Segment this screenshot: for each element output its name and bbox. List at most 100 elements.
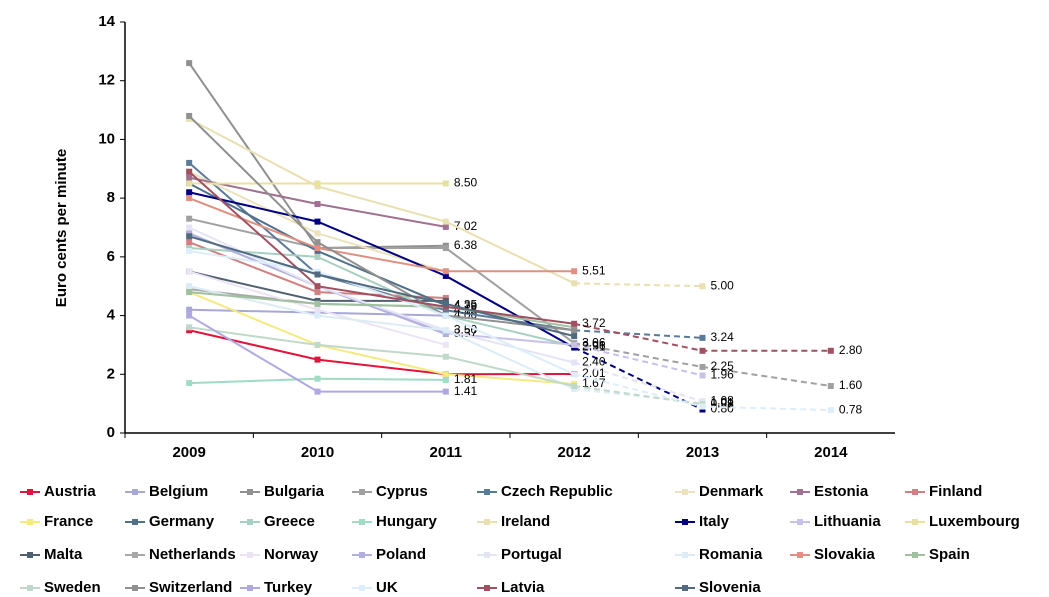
- data-point: [442, 388, 449, 395]
- legend-marker: [797, 489, 803, 495]
- legend-marker: [484, 489, 490, 495]
- y-tick-label: 6: [107, 248, 115, 265]
- data-point: [186, 168, 193, 175]
- data-label: 5.00: [711, 278, 735, 292]
- series-line: [188, 329, 575, 376]
- y-tick-label: 12: [98, 72, 115, 89]
- data-point: [571, 341, 578, 348]
- legend-marker: [27, 489, 33, 495]
- legend-label: Slovakia: [814, 546, 876, 563]
- data-label: 3.06: [582, 335, 606, 349]
- data-label: 8.50: [454, 176, 478, 190]
- data-label: 7.02: [454, 219, 478, 233]
- data-label: 1.01: [711, 396, 735, 410]
- data-point: [442, 307, 449, 314]
- legend-marker: [359, 519, 365, 525]
- legend-label: Spain: [929, 546, 970, 563]
- series-line: [188, 291, 575, 385]
- data-label: 1.08: [711, 393, 735, 407]
- legend-label: Ireland: [501, 513, 550, 530]
- legend-label: Greece: [264, 513, 315, 530]
- legend-marker: [132, 489, 138, 495]
- data-point: [571, 371, 578, 378]
- legend-marker: [27, 552, 33, 558]
- series-line: [188, 285, 575, 390]
- legend-label: Romania: [699, 546, 763, 563]
- data-point: [571, 327, 578, 334]
- data-label: 1.81: [454, 372, 478, 386]
- legend-marker: [132, 552, 138, 558]
- legend-label: Bulgaria: [264, 483, 325, 500]
- data-point: [314, 239, 321, 246]
- legend-marker: [132, 585, 138, 591]
- data-point: [186, 268, 193, 275]
- y-tick-label: 4: [107, 307, 116, 324]
- legend-label: Lithuania: [814, 513, 881, 530]
- x-tick-label: 2014: [814, 444, 848, 461]
- data-label: 1.96: [711, 368, 735, 382]
- legend-marker: [912, 489, 918, 495]
- legend-marker: [912, 552, 918, 558]
- series-line: [188, 117, 575, 285]
- legend-marker: [359, 585, 365, 591]
- data-point: [442, 353, 449, 360]
- x-tick-label: 2012: [557, 444, 590, 461]
- legend-marker: [247, 552, 253, 558]
- legend-label: Luxembourg: [929, 513, 1020, 530]
- data-point: [186, 189, 193, 196]
- data-point: [314, 245, 321, 252]
- x-tick-label: 2009: [172, 444, 205, 461]
- legend-marker: [484, 585, 490, 591]
- y-tick-label: 2: [107, 365, 115, 382]
- data-point: [442, 341, 449, 348]
- data-point: [442, 376, 449, 383]
- series-line: [189, 249, 575, 376]
- data-point: [186, 380, 193, 387]
- data-point: [699, 363, 706, 370]
- legend-marker: [247, 585, 253, 591]
- data-point: [314, 271, 321, 278]
- data-point: [186, 312, 193, 319]
- legend-label: Italy: [699, 513, 730, 530]
- data-point: [442, 331, 449, 338]
- data-label: 2.80: [839, 343, 863, 357]
- data-point: [186, 195, 193, 202]
- data-point: [186, 180, 193, 187]
- data-point: [314, 180, 321, 187]
- legend-marker: [27, 585, 33, 591]
- series-line: [574, 282, 703, 288]
- legend-label: France: [44, 513, 93, 530]
- data-point: [186, 233, 193, 240]
- data-point: [571, 333, 578, 340]
- data-point: [442, 218, 449, 225]
- data-label: 5.51: [582, 263, 606, 277]
- data-point: [442, 300, 449, 307]
- series-line: [188, 226, 575, 364]
- data-point: [571, 280, 578, 287]
- data-point: [699, 347, 706, 354]
- data-label: 6.38: [454, 238, 478, 252]
- legend-marker: [247, 489, 253, 495]
- data-label: 2.25: [711, 359, 735, 373]
- legend-marker: [682, 552, 688, 558]
- data-point: [186, 174, 193, 181]
- data-point: [442, 371, 449, 378]
- legend-label: Switzerland: [149, 579, 232, 596]
- legend-marker: [797, 552, 803, 558]
- data-point: [827, 383, 834, 390]
- legend-label: Denmark: [699, 483, 764, 500]
- legend-marker: [682, 489, 688, 495]
- x-tick-label: 2013: [686, 444, 719, 461]
- data-point: [442, 180, 449, 187]
- data-point: [314, 356, 321, 363]
- y-tick-label: 10: [98, 130, 115, 147]
- data-point: [314, 218, 321, 225]
- legend-marker: [359, 552, 365, 558]
- data-point: [827, 407, 834, 414]
- series-line: [574, 387, 703, 405]
- x-tick-label: 2011: [430, 444, 463, 461]
- data-label: 0.80: [711, 402, 735, 416]
- data-point: [442, 272, 449, 279]
- data-point: [699, 283, 706, 290]
